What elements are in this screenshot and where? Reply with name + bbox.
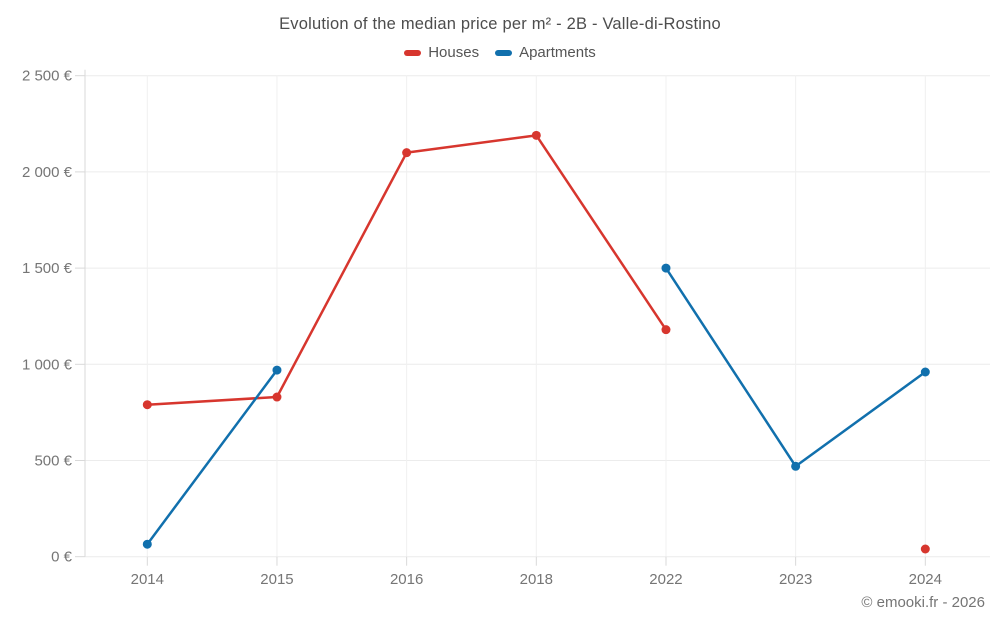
chart-legend: Houses Apartments [0, 44, 1000, 61]
y-tick-label: 0 € [51, 549, 73, 566]
legend-item-houses[interactable]: Houses [404, 44, 479, 61]
data-point-apartments-2014[interactable] [142, 539, 152, 549]
x-tick-label: 2016 [390, 571, 423, 588]
data-point-houses-2018[interactable] [531, 130, 541, 140]
y-tick-label: 2 500 € [22, 68, 73, 85]
data-point-houses-2022[interactable] [661, 325, 671, 335]
x-tick-label: 2023 [779, 571, 812, 588]
x-tick-label: 2015 [260, 571, 293, 588]
data-point-apartments-2023[interactable] [791, 461, 801, 471]
data-point-houses-2014[interactable] [142, 400, 152, 410]
data-point-apartments-2022[interactable] [661, 263, 671, 273]
data-point-apartments-2024[interactable] [920, 367, 930, 377]
y-tick-label: 2 000 € [22, 164, 73, 181]
copyright-text: © emooki.fr - 2026 [861, 594, 985, 611]
data-point-houses-2024[interactable] [920, 544, 930, 554]
chart-title: Evolution of the median price per m² - 2… [279, 15, 721, 33]
x-tick-label: 2014 [131, 571, 164, 588]
legend-label-apartments: Apartments [519, 44, 596, 61]
legend-item-apartments[interactable]: Apartments [495, 44, 596, 61]
x-tick-label: 2022 [649, 571, 682, 588]
y-tick-label: 1 500 € [22, 260, 73, 277]
houses-series-swatch-icon [404, 49, 422, 56]
series-line-apartments [146, 368, 279, 546]
x-tick-label: 2024 [909, 571, 942, 588]
x-tick-label: 2018 [520, 571, 553, 588]
legend-label-houses: Houses [428, 44, 480, 61]
data-point-houses-2015[interactable] [272, 392, 282, 402]
apartments-series-swatch-icon [495, 49, 513, 56]
y-tick-label: 500 € [34, 453, 72, 470]
data-point-houses-2016[interactable] [402, 148, 412, 158]
y-tick-label: 1 000 € [22, 356, 73, 373]
data-point-apartments-2015[interactable] [272, 365, 282, 375]
